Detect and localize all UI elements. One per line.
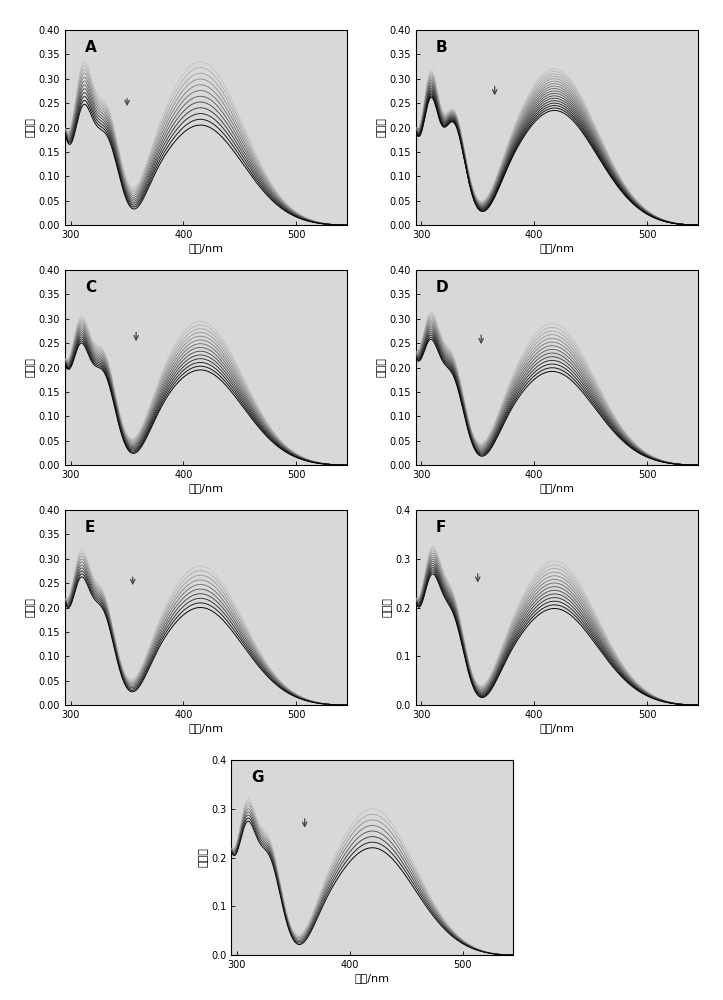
X-axis label: 波长/nm: 波长/nm (539, 483, 574, 493)
Y-axis label: 吸光度: 吸光度 (377, 358, 387, 377)
Y-axis label: 吸光度: 吸光度 (26, 358, 36, 377)
X-axis label: 波长/nm: 波长/nm (189, 243, 223, 253)
Text: D: D (435, 280, 448, 295)
X-axis label: 波长/nm: 波长/nm (355, 973, 390, 983)
X-axis label: 波长/nm: 波长/nm (539, 723, 574, 733)
Y-axis label: 吸光度: 吸光度 (26, 598, 36, 617)
Text: G: G (251, 770, 264, 785)
Text: B: B (435, 40, 447, 55)
Text: A: A (85, 40, 97, 55)
Text: F: F (435, 520, 446, 535)
Y-axis label: 吸光度: 吸光度 (198, 848, 208, 867)
Y-axis label: 吸光度: 吸光度 (26, 118, 36, 137)
Y-axis label: 吸光度: 吸光度 (382, 598, 393, 617)
X-axis label: 波长/nm: 波长/nm (189, 483, 223, 493)
X-axis label: 波长/nm: 波长/nm (539, 243, 574, 253)
X-axis label: 波长/nm: 波长/nm (189, 723, 223, 733)
Text: C: C (85, 280, 96, 295)
Text: E: E (85, 520, 95, 535)
Y-axis label: 吸光度: 吸光度 (377, 118, 387, 137)
